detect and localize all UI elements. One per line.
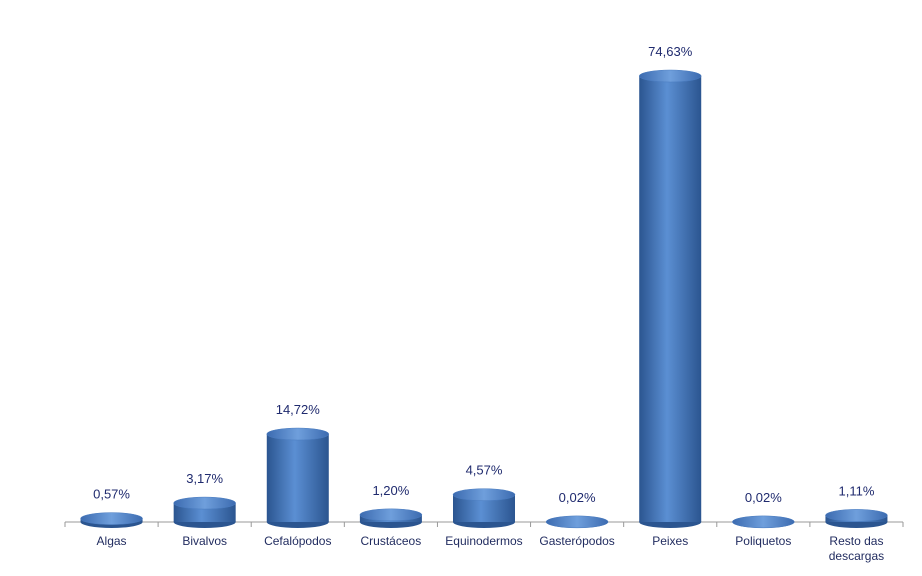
x-tick-label: Gasterópodos [539,534,615,548]
x-tick-label: Algas [96,534,127,548]
x-tick-label: Resto das descargas [828,534,885,563]
x-tick-label: Crustáceos [360,534,422,548]
bar-top [266,427,330,441]
value-label: 3,17% [186,471,223,486]
x-tick-label: Cefalópodos [264,534,332,548]
bar-top [359,508,423,522]
bar-top [173,496,236,510]
bar-top [545,515,609,529]
bar-top [732,515,795,529]
x-tick-label: Poliquetos [735,534,792,548]
x-tick-label: Peixes [652,534,689,548]
value-label: 14,72% [276,402,321,417]
value-label: 4,57% [466,463,503,478]
value-label: 0,02% [559,490,596,505]
x-tick-label: Equinodermos [445,534,523,548]
bar-top [638,69,702,83]
value-label: 0,57% [93,487,130,502]
bar-top [452,488,516,501]
bar [639,76,702,522]
value-label: 1,20% [372,483,409,498]
value-label: 1,11% [838,483,874,498]
value-label: 74,63% [648,44,693,59]
bar [266,434,329,522]
bar-top [825,509,888,522]
bar-top [80,512,143,525]
value-label: 0,02% [745,490,782,505]
x-tick-label: Bivalvos [182,534,227,548]
